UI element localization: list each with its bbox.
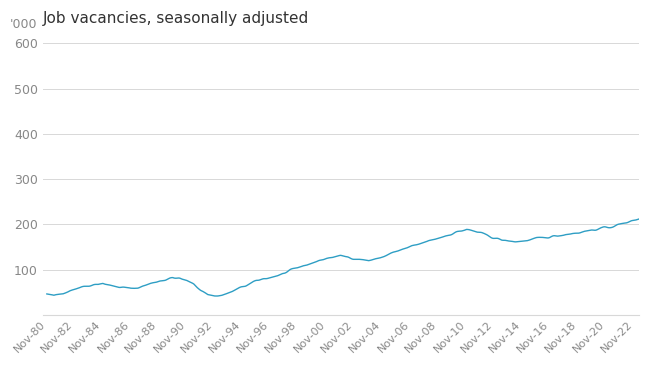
Text: Job vacancies, seasonally adjusted: Job vacancies, seasonally adjusted bbox=[43, 11, 309, 26]
Text: '000: '000 bbox=[10, 18, 37, 31]
